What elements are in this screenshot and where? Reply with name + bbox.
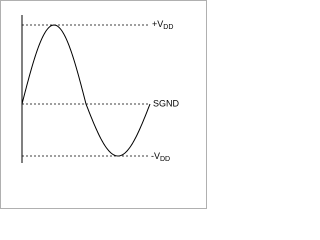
label-sgnd: SGND xyxy=(153,98,180,108)
label-text: -V xyxy=(151,151,160,161)
sine-wave xyxy=(21,24,151,157)
label-minus-vdd: -VDD xyxy=(151,151,170,162)
frame xyxy=(0,0,207,209)
label-plus-vdd: +VDD xyxy=(152,19,173,30)
label-subscript: DD xyxy=(160,156,170,163)
diagram: +VDD SGND -VDD xyxy=(0,0,207,209)
label-text: +V xyxy=(152,19,163,29)
label-subscript: DD xyxy=(163,24,173,31)
